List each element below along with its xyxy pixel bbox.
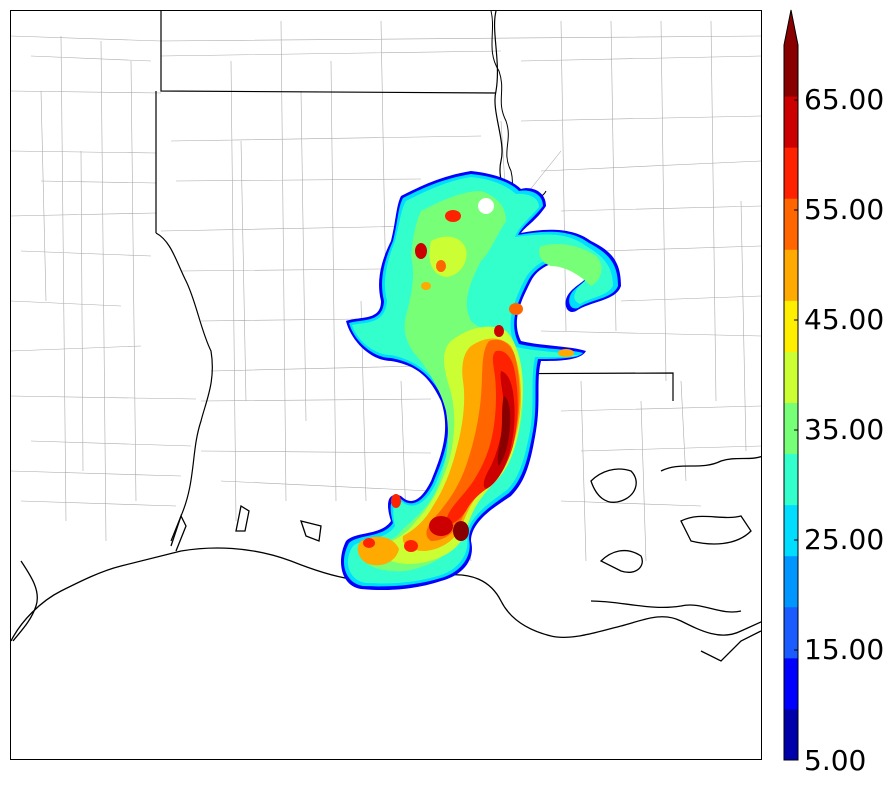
colorbar-label-65: 65.00 bbox=[804, 83, 885, 116]
colorbar-bin-35 bbox=[784, 402, 798, 455]
colorbar-bin-30 bbox=[784, 453, 798, 506]
colorbar-bin-20 bbox=[784, 555, 798, 608]
county-lines bbox=[11, 20, 761, 562]
colorbar-bin-50 bbox=[784, 249, 798, 301]
colorbar-label-55: 55.00 bbox=[804, 193, 885, 226]
map-canvas bbox=[11, 11, 761, 662]
colorbar-bin-55 bbox=[784, 198, 798, 250]
colorbar-label-45: 45.00 bbox=[804, 303, 885, 336]
colorbar-label-25: 25.00 bbox=[804, 523, 885, 556]
colorbar-bin-15 bbox=[784, 606, 798, 659]
colorbar bbox=[783, 9, 799, 761]
swath-cells bbox=[363, 198, 574, 552]
colorbar-bin-25 bbox=[784, 504, 798, 557]
swath-red bbox=[446, 350, 518, 524]
colorbar-bin-45 bbox=[784, 300, 798, 352]
swath-core bbox=[497, 396, 511, 466]
colorbar-label-35: 35.00 bbox=[804, 413, 885, 446]
colorbar-bin-70 bbox=[784, 45, 798, 97]
colorbar-bin-40 bbox=[784, 351, 798, 403]
colorbar-bin-5 bbox=[784, 708, 798, 761]
colorbar-bin-10 bbox=[784, 657, 798, 710]
swath-green-east bbox=[539, 244, 602, 286]
colorbar-extend-arrow bbox=[784, 10, 798, 45]
reflectivity-swath bbox=[341, 171, 621, 591]
colorbar-bin-65 bbox=[784, 96, 798, 148]
radar-map bbox=[10, 10, 762, 760]
colorbar-label-15: 15.00 bbox=[804, 633, 885, 666]
colorbar-bin-60 bbox=[784, 147, 798, 199]
colorbar-label-5: 5.00 bbox=[804, 744, 867, 777]
